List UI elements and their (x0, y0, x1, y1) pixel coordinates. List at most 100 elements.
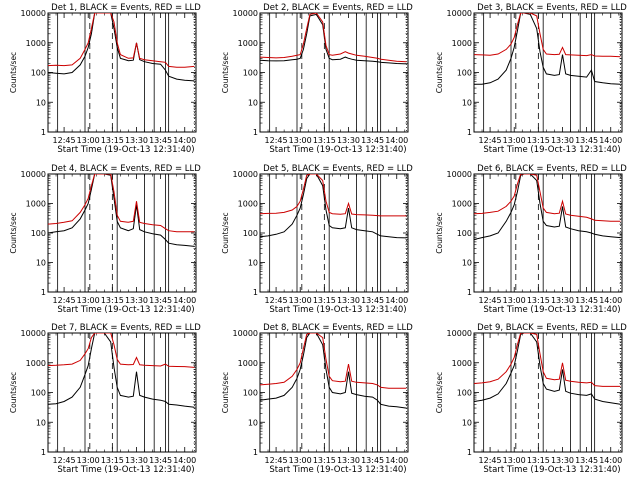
y-axis-label: Counts/sec (9, 52, 18, 93)
x-tick-label: 13:15 (313, 136, 336, 145)
y-axis-label: Counts/sec (221, 52, 230, 93)
y-tick-label: 100 (243, 229, 258, 238)
y-tick-label: 10 (462, 259, 472, 268)
x-tick-label: 13:30 (337, 296, 360, 305)
y-axis-label: Counts/sec (221, 212, 230, 253)
panel-det-4: 1 10 100 1000 10000 12:45 13:00 13:15 13:30 13:45… (9, 164, 201, 315)
series-line-events (48, 13, 195, 82)
series-line-events (474, 13, 621, 85)
panel-det-1: 1 10 100 1000 10000 12:45 13:00 13:15 13:30 13:45… (9, 3, 201, 155)
panel-det-8: 1 10 100 1000 10000 12:45 13:00 13:15 13:30 13:45… (221, 323, 413, 475)
y-tick-label: 1000 (452, 359, 472, 368)
x-tick-label: 13:15 (313, 456, 336, 465)
plot-frame (47, 332, 197, 453)
x-tick-label: 12:45 (479, 456, 502, 465)
x-tick-label: 13:45 (149, 456, 172, 465)
panel-title: Det 4, BLACK = Events, RED = LLD (51, 164, 201, 174)
x-tick-label: 13:00 (289, 456, 312, 465)
y-tick-label: 1 (253, 128, 258, 137)
x-axis-label: Start Time (19-Oct-13 12:31:40) (483, 305, 620, 315)
x-tick-label: 13:00 (289, 296, 312, 305)
y-tick-label: 1 (253, 448, 258, 457)
series-line-events (260, 333, 407, 409)
x-tick-label: 13:45 (575, 136, 598, 145)
panel-det-5: 1 10 100 1000 10000 12:45 13:00 13:15 13:30 13:45… (221, 164, 413, 315)
plot-frame (259, 173, 409, 293)
x-tick-label: 12:45 (53, 136, 76, 145)
x-tick-label: 12:45 (53, 456, 76, 465)
y-axis-label: Counts/sec (9, 372, 18, 413)
y-tick-label: 10 (462, 98, 472, 107)
y-tick-label: 10 (248, 98, 258, 107)
y-tick-label: 10000 (21, 170, 46, 179)
x-tick-label: 13:45 (575, 296, 598, 305)
y-tick-label: 1 (41, 448, 46, 457)
x-axis-label: Start Time (19-Oct-13 12:31:40) (269, 465, 406, 475)
y-tick-label: 1 (41, 288, 46, 297)
y-axis-label: Counts/sec (435, 212, 444, 253)
x-tick-label: 13:30 (337, 456, 360, 465)
series-line-lld (260, 13, 407, 63)
x-tick-label: 13:45 (361, 136, 384, 145)
x-tick-label: 13:30 (125, 136, 148, 145)
y-tick-label: 100 (243, 69, 258, 78)
series-line-lld (48, 174, 195, 233)
x-axis-label: Start Time (19-Oct-13 12:31:40) (269, 305, 406, 315)
series-line-events (474, 333, 621, 405)
y-tick-label: 1000 (452, 200, 472, 209)
x-tick-label: 12:45 (265, 296, 288, 305)
y-tick-label: 1000 (452, 39, 472, 48)
plot-frame (473, 173, 623, 293)
x-tick-label: 13:00 (503, 456, 526, 465)
y-tick-label: 1000 (238, 200, 258, 209)
y-tick-label: 10000 (21, 329, 46, 338)
y-tick-label: 10 (248, 418, 258, 427)
series-line-lld (48, 13, 195, 68)
y-tick-label: 1000 (26, 359, 46, 368)
x-axis-label: Start Time (19-Oct-13 12:31:40) (269, 145, 406, 155)
x-tick-label: 13:45 (575, 456, 598, 465)
series-line-lld (48, 333, 195, 368)
x-axis-label: Start Time (19-Oct-13 12:31:40) (483, 145, 620, 155)
panel-det-9: 1 10 100 1000 10000 12:45 13:00 13:15 13:30 13:45… (435, 323, 627, 475)
x-tick-label: 12:45 (479, 136, 502, 145)
y-tick-label: 1 (467, 128, 472, 137)
x-tick-label: 14:00 (173, 136, 196, 145)
x-tick-label: 13:00 (503, 136, 526, 145)
panel-title: Det 3, BLACK = Events, RED = LLD (477, 3, 627, 13)
series-line-lld (260, 333, 407, 389)
y-tick-label: 10 (36, 98, 46, 107)
y-tick-label: 10000 (447, 9, 472, 18)
x-tick-label: 13:00 (77, 136, 100, 145)
x-tick-label: 12:45 (479, 296, 502, 305)
x-tick-label: 13:15 (101, 136, 124, 145)
plot-frame (47, 173, 197, 293)
y-tick-label: 100 (31, 229, 46, 238)
y-tick-label: 1000 (238, 359, 258, 368)
y-tick-label: 100 (31, 389, 46, 398)
x-tick-label: 13:30 (125, 296, 148, 305)
plot-frame (473, 332, 623, 453)
y-tick-label: 10000 (233, 9, 258, 18)
series-line-events (48, 174, 195, 247)
x-tick-label: 13:15 (527, 296, 550, 305)
x-tick-label: 13:00 (77, 296, 100, 305)
y-tick-label: 100 (457, 389, 472, 398)
panel-title: Det 2, BLACK = Events, RED = LLD (263, 3, 413, 13)
x-axis-label: Start Time (19-Oct-13 12:31:40) (57, 465, 194, 475)
x-tick-label: 12:45 (53, 296, 76, 305)
x-tick-label: 13:45 (361, 296, 384, 305)
x-tick-label: 13:15 (101, 456, 124, 465)
x-tick-label: 13:30 (551, 136, 574, 145)
plot-frame (259, 12, 409, 133)
y-tick-label: 10000 (447, 170, 472, 179)
series-line-lld (474, 13, 621, 58)
panel-det-2: 1 10 100 1000 10000 12:45 13:00 13:15 13:30 13:45… (221, 3, 413, 155)
panel-det-6: 1 10 100 1000 10000 12:45 13:00 13:15 13:30 13:45… (435, 164, 627, 315)
y-tick-label: 1 (467, 448, 472, 457)
x-tick-label: 12:45 (265, 456, 288, 465)
plot-frame (473, 12, 623, 133)
x-tick-label: 14:00 (173, 296, 196, 305)
y-axis-label: Counts/sec (221, 372, 230, 413)
